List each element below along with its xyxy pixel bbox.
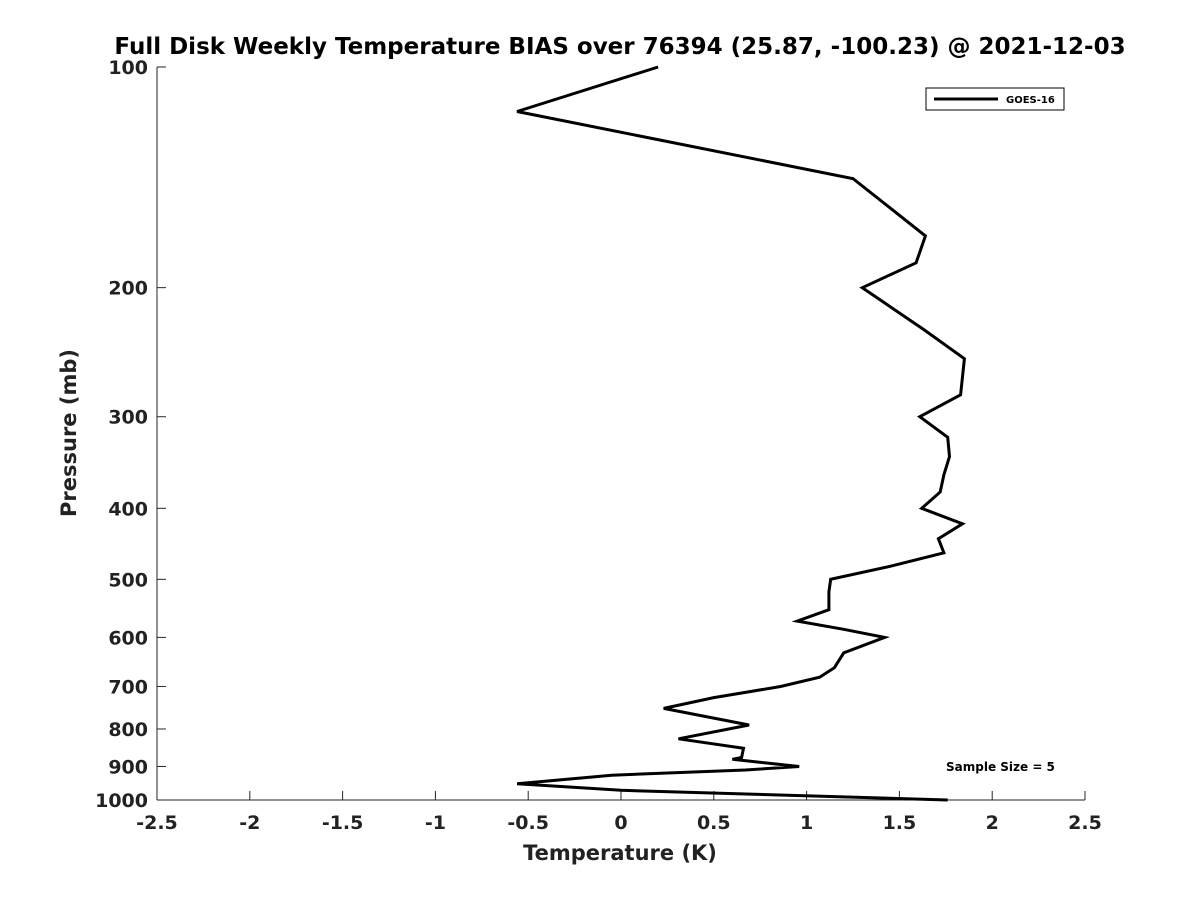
x-tick-label: 1 <box>800 812 813 834</box>
x-tick-label: 0 <box>614 812 627 834</box>
chart-title: Full Disk Weekly Temperature BIAS over 7… <box>114 34 1125 60</box>
y-tick-label: 800 <box>108 719 148 741</box>
sample-size-annotation: Sample Size = 5 <box>946 760 1055 774</box>
plot-frame <box>156 67 1085 801</box>
legend: GOES-16 <box>925 87 1065 111</box>
y-tick-label: 600 <box>108 627 148 649</box>
x-tick-label: -1.5 <box>322 812 364 834</box>
x-tick-label: -0.5 <box>507 812 549 834</box>
x-tick-label: 0.5 <box>697 812 731 834</box>
y-tick-label: 700 <box>108 676 148 698</box>
x-tick-label: -2.5 <box>136 812 178 834</box>
x-axis-label: Temperature (K) <box>523 841 717 865</box>
legend-label: GOES-16 <box>1006 95 1055 106</box>
y-tick-label: 100 <box>108 57 148 79</box>
y-tick-label: 400 <box>108 498 148 520</box>
series-layer <box>516 65 966 802</box>
series-line-goes-16 <box>516 65 966 802</box>
y-tick-label: 900 <box>108 756 148 778</box>
x-tick-label: -2 <box>239 812 260 834</box>
y-axis-label: Pressure (mb) <box>57 349 81 517</box>
y-tick-label: 300 <box>108 407 148 429</box>
x-tick-label: -1 <box>425 812 446 834</box>
y-tick-label: 200 <box>108 278 148 300</box>
y-axis: 100 200 300 400 500 600 700 800 900 1000 <box>95 57 166 812</box>
x-axis: -2.5 -2 -1.5 -1 -0.5 0 0.5 1 1.5 2 2.5 <box>136 791 1102 834</box>
y-tick-label: 1000 <box>95 790 148 812</box>
x-tick-label: 1.5 <box>883 812 917 834</box>
x-tick-label: 2.5 <box>1068 812 1102 834</box>
x-tick-label: 2 <box>986 812 999 834</box>
y-tick-label: 500 <box>108 569 148 591</box>
